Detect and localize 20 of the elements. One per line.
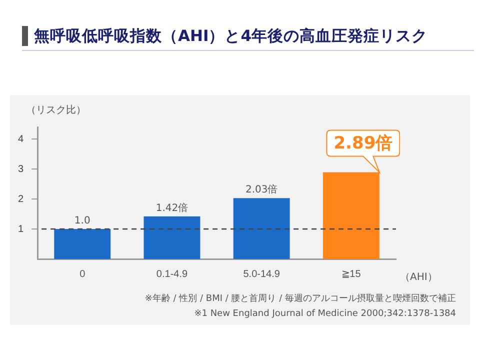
bar (233, 198, 290, 259)
bar (54, 229, 111, 259)
y-tick-label: 1 (18, 224, 24, 235)
x-axis-title: （AHI） (400, 271, 438, 284)
chart-title: 無呼吸低呼吸指数（AHI）と4年後の高血圧発症リスク (34, 27, 428, 45)
bar (144, 216, 200, 259)
x-tick-label: 0.1-4.9 (156, 268, 188, 280)
data-label: 2.89倍 (334, 134, 393, 154)
x-tick-label: 5.0-14.9 (243, 268, 280, 280)
data-label: 2.03倍 (245, 184, 278, 196)
y-tick-label: 2 (18, 194, 24, 205)
y-tick-label: 3 (18, 164, 24, 175)
x-tick-label: 0 (80, 268, 86, 280)
data-label: 1.42倍 (156, 202, 188, 214)
data-label: 1.0 (74, 216, 90, 227)
x-tick-label: ≧15 (342, 268, 362, 280)
text: ※1 New England Journal of Medicine 2000;342:1378-1384 (193, 308, 456, 321)
y-tick-label: 4 (18, 134, 24, 145)
text: ※年齢 / 性別 / BMI / 腰と首周り / 毎週のアルコール摂取量と喫煙回数で補正 (144, 292, 456, 306)
y-axis-title: （リスク比） (26, 104, 86, 117)
